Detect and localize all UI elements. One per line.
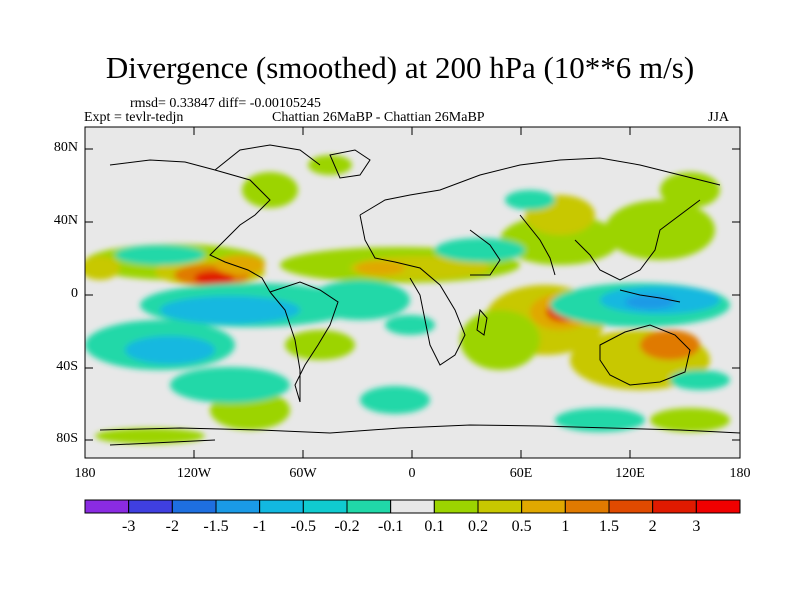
xtick-label: 60W xyxy=(289,466,317,481)
ytick-label: 40N xyxy=(53,213,78,228)
colorbar-swatch xyxy=(215,499,261,514)
xtick-label: 120W xyxy=(176,466,212,481)
colorbar-label: -0.2 xyxy=(334,518,360,535)
colorbar-label: 0.1 xyxy=(424,518,445,535)
colorbar-label: 2 xyxy=(648,518,657,535)
colorbar-swatch xyxy=(259,499,304,514)
colorbar-label: 0.5 xyxy=(511,518,532,535)
colorbar-swatch xyxy=(433,499,479,514)
stats-line: rmsd= 0.33847 diff= -0.00105245 xyxy=(130,96,321,111)
colorbar-swatch xyxy=(302,499,348,514)
colorbar-label: -0.1 xyxy=(377,518,404,535)
colorbar-label: 0.2 xyxy=(468,518,488,535)
colorbar-swatch xyxy=(346,499,392,514)
colorbar-swatch xyxy=(652,499,697,514)
colorbar-swatch xyxy=(608,499,654,514)
colorbar-swatch xyxy=(390,499,435,514)
colorbar-label: 1 xyxy=(561,518,570,535)
colorbar-swatch xyxy=(171,499,217,514)
ytick-label: 0 xyxy=(71,286,78,301)
season-label: JJA xyxy=(708,110,730,125)
colorbar-label: -1.5 xyxy=(203,518,229,535)
colorbar-label: -2 xyxy=(165,518,179,535)
colorbar-label: 3 xyxy=(692,518,701,535)
ytick-label: 80S xyxy=(56,431,78,446)
colorbar-swatch xyxy=(695,499,741,514)
xtick-label: 180 xyxy=(729,466,751,481)
colorbar-swatch xyxy=(564,499,610,514)
colorbar-swatch xyxy=(521,499,566,514)
colorbar-label: -3 xyxy=(121,518,136,535)
axis-ticks xyxy=(84,127,741,458)
periods-label: Chattian 26MaBP - Chattian 26MaBP xyxy=(272,110,485,125)
coastlines xyxy=(99,144,740,446)
colorbar-label: 1.5 xyxy=(599,518,619,535)
ytick-label: 40S xyxy=(56,359,78,374)
xtick-label: 60E xyxy=(509,466,533,481)
experiment-label: Expt = tevlr-tedjn xyxy=(84,110,184,125)
colorbar-swatch xyxy=(128,499,173,514)
colorbar-swatch xyxy=(477,499,523,514)
colorbar-label: -0.5 xyxy=(290,518,316,535)
map-title: Divergence (smoothed) at 200 hPa (10**6 … xyxy=(105,50,695,85)
xtick-label: 120E xyxy=(615,466,645,481)
colorbar-label: -1 xyxy=(252,518,267,535)
colorbar-swatch xyxy=(84,499,130,514)
ytick-label: 80N xyxy=(53,140,78,155)
xtick-label: 180 xyxy=(74,466,96,481)
colorbar xyxy=(84,499,741,514)
xtick-label: 0 xyxy=(408,466,416,481)
